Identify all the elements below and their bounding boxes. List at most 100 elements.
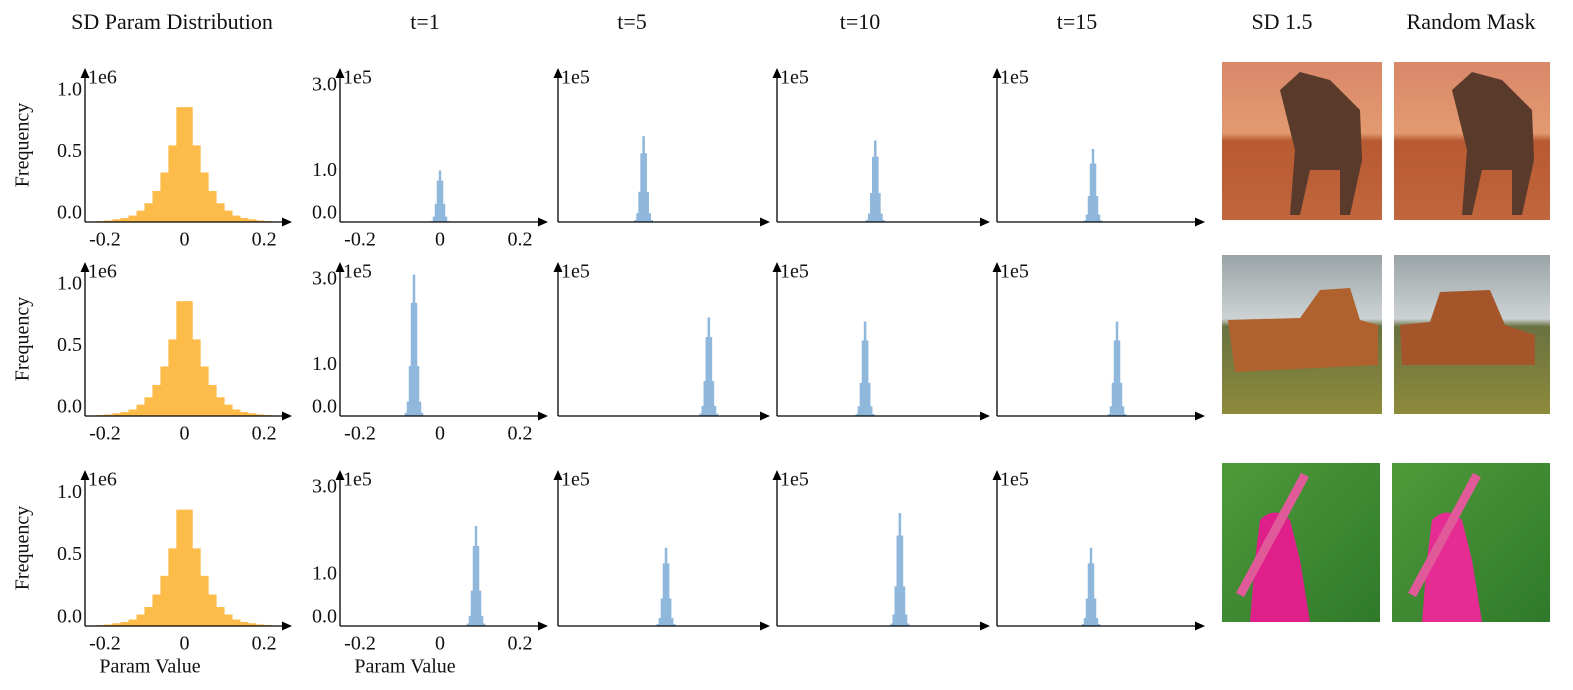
x-tick-label: 0 — [435, 633, 445, 655]
bar — [192, 548, 201, 627]
axis-arrow — [772, 470, 782, 480]
x-tick-label: 0.2 — [252, 423, 277, 445]
chart: -0.2 0 0.2 0.0 0.5 1.0 1e6 Frequency — [12, 67, 292, 251]
image-content — [1280, 72, 1362, 215]
bar — [224, 210, 233, 223]
x-tick-label: -0.2 — [344, 423, 376, 445]
y-tick-label: 1.0 — [312, 159, 337, 181]
bar — [1087, 563, 1091, 627]
axis-arrow — [772, 68, 782, 78]
column-header: Random Mask — [1407, 9, 1536, 34]
bar — [414, 302, 418, 417]
chart: 1e5 — [553, 67, 770, 227]
y-offset-label: 1e5 — [1000, 261, 1029, 283]
bar — [208, 384, 217, 417]
bar — [863, 321, 867, 417]
bar — [444, 216, 448, 223]
bar — [128, 409, 138, 417]
bar — [902, 586, 906, 627]
bar — [869, 193, 873, 223]
bar — [434, 203, 438, 223]
y-tick-label: 1.0 — [57, 272, 82, 294]
axis-arrow — [992, 470, 1002, 480]
bar — [701, 405, 705, 417]
y-offset-label: 1e5 — [343, 67, 372, 89]
bar — [636, 213, 639, 223]
column-header: t=5 — [617, 9, 647, 34]
y-axis-label: Frequency — [12, 506, 34, 590]
y-axis-label: Frequency — [12, 297, 34, 381]
y-tick-label: 0.5 — [57, 334, 82, 356]
axis-arrow — [760, 217, 770, 227]
bar — [1089, 547, 1093, 627]
bar — [867, 382, 871, 417]
bar — [160, 366, 169, 417]
bar — [894, 586, 898, 627]
axis-arrow — [335, 262, 345, 272]
bar — [1087, 196, 1091, 223]
image-grid — [1222, 62, 1550, 622]
y-tick-label: 0.0 — [57, 606, 82, 628]
bar — [713, 405, 717, 417]
bar — [440, 180, 444, 223]
bar — [216, 203, 225, 223]
y-tick-label: 3.0 — [312, 73, 337, 95]
y-tick-label: 3.0 — [312, 267, 337, 289]
image-content — [1408, 472, 1481, 598]
y-tick-label: 0.0 — [57, 396, 82, 418]
bar — [644, 153, 647, 223]
bar — [200, 172, 209, 223]
bar — [711, 381, 715, 417]
bar — [176, 107, 185, 223]
bar — [857, 406, 861, 417]
bar — [664, 547, 668, 627]
y-tick-label: 0.0 — [312, 202, 337, 224]
bar — [640, 153, 643, 223]
y-tick-label: 1.0 — [57, 481, 82, 503]
bar — [184, 301, 193, 417]
bar — [476, 546, 480, 627]
column-header: t=10 — [840, 9, 881, 34]
bar — [703, 381, 707, 417]
x-tick-label: -0.2 — [344, 229, 376, 251]
x-tick-label: 0.2 — [252, 633, 277, 655]
chart: 1e5 — [772, 261, 990, 421]
bar — [1119, 382, 1123, 417]
x-tick-label: 0.2 — [252, 229, 277, 251]
bar — [208, 190, 217, 223]
chart: 1e5 — [553, 261, 770, 421]
image-content — [1228, 288, 1378, 372]
bar — [1085, 214, 1089, 223]
bar — [136, 210, 145, 223]
bar — [406, 401, 410, 417]
bar — [184, 107, 193, 223]
bar — [232, 619, 241, 627]
bar — [1095, 617, 1099, 627]
x-tick-label: 0.2 — [508, 633, 533, 655]
bar — [152, 384, 161, 417]
chart: -0.2 0 0.2 0.0 0.5 1.0 1e6 Frequency — [12, 261, 292, 445]
bar — [670, 617, 674, 627]
bar — [876, 156, 879, 223]
axis-arrow — [553, 68, 563, 78]
axis-arrow — [538, 217, 548, 227]
x-tick-label: 0 — [180, 229, 190, 251]
x-axis-label: Param Value — [99, 656, 200, 678]
axis-arrow — [538, 411, 548, 421]
chart: 1e5 — [992, 261, 1205, 421]
x-tick-label: 0.2 — [508, 423, 533, 445]
x-tick-label: 0.2 — [508, 229, 533, 251]
chart: -0.2 0 0.2 0.0 0.5 1.0 1e6 Frequency Param Value — [12, 469, 292, 678]
axis-arrow — [992, 262, 1002, 272]
bar — [869, 406, 873, 417]
bar — [468, 615, 472, 627]
axis-arrow — [282, 217, 292, 227]
axis-arrow — [1195, 217, 1205, 227]
axis-arrow — [282, 621, 292, 631]
bar — [144, 607, 153, 627]
x-tick-label: 0 — [435, 423, 445, 445]
bar — [168, 339, 177, 417]
y-offset-label: 1e5 — [561, 469, 590, 491]
y-offset-label: 1e6 — [88, 469, 117, 491]
